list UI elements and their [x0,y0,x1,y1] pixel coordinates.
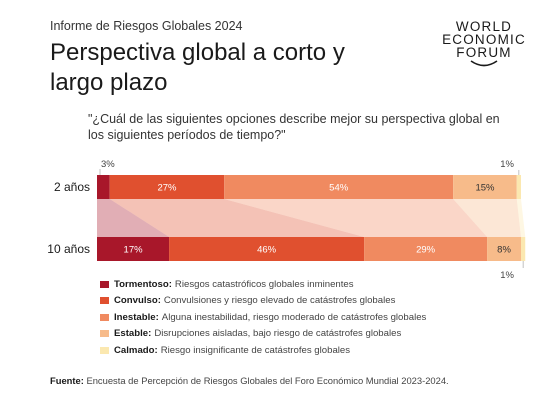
category-label: 2 años [54,180,90,194]
logo-line-2: ECONOMIC [442,32,526,47]
data-label: 8% [497,245,511,256]
data-label: 27% [157,183,177,194]
legend-description: Alguna inestabilidad, riesgo moderado de… [161,311,427,323]
legend-swatch [100,313,109,321]
data-label: 29% [416,245,436,256]
bar-segment [97,237,170,261]
data-label: 17% [124,245,144,256]
logo-line-3: FORUM [456,45,512,60]
legend: Tormentoso: Riesgos catastróficos globale… [100,276,426,359]
report-label: Informe de Riesgos Globales 2024 [50,19,243,33]
source-note: Fuente: Encuesta de Percepción de Riesgo… [50,375,449,386]
category-label: 10 años [47,242,90,256]
source-label: Fuente: [50,375,84,386]
bar-segment [516,175,521,199]
bar-segment [97,175,110,199]
legend-swatch [100,330,109,338]
bar-segment [521,237,526,261]
data-label-outside: 1% [500,270,514,281]
legend-name: Estable: [114,328,152,340]
bar-segment [224,175,454,199]
legend-item-0: Tormentoso: Riesgos catastróficos globale… [100,276,426,293]
legend-swatch [100,346,109,354]
wef-logo: WORLD ECONOMIC FORUM [441,20,527,68]
data-label: 54% [329,183,349,194]
legend-item-3: Estable: Disrupciones aisladas, bajo ries… [100,326,426,343]
logo-line-1: WORLD [455,19,513,34]
data-label-outside: 3% [101,159,115,170]
data-label: 46% [257,245,277,256]
data-label-outside: 1% [500,159,514,170]
legend-description: Disrupciones aisladas, bajo riesgo de ca… [154,328,402,340]
logo-arc-icon [470,60,498,67]
bar-segment [169,237,365,261]
connector-band [97,199,170,237]
page-title: Perspectiva global a corto y largo plazo [50,39,345,96]
bar-segment [487,237,521,261]
legend-swatch [100,297,109,305]
legend-item-1: Convulso: Convulsiones y riesgo elevado d… [100,293,426,310]
connector-band [224,199,488,237]
legend-description: Riesgos catastróficos globales inminente… [174,278,354,290]
legend-name: Inestable: [114,311,159,323]
legend-item-4: Calmado: Riesgo insignificante de catástr… [100,342,426,359]
survey-question: "¿Cuál de las siguientes opciones descri… [88,112,500,142]
connector-band [109,199,365,237]
bar-segment [109,175,225,199]
legend-description: Riesgo insignificante de catástrofes glo… [160,344,351,356]
legend-name: Tormentoso: [114,278,172,290]
connector-band [516,199,526,237]
source-text: Encuesta de Percepción de Riesgos Global… [86,375,449,386]
legend-name: Calmado: [114,344,158,356]
data-label: 15% [475,183,495,194]
connector-bands [97,199,526,237]
connector-band [453,199,521,237]
legend-item-2: Inestable: Alguna inestabilidad, riesgo m… [100,309,426,326]
legend-swatch [100,280,109,288]
bar-segment [364,237,488,261]
legend-description: Convulsiones y riesgo elevado de catástr… [163,295,396,307]
legend-name: Convulso: [114,295,161,307]
bar-segment [453,175,517,199]
